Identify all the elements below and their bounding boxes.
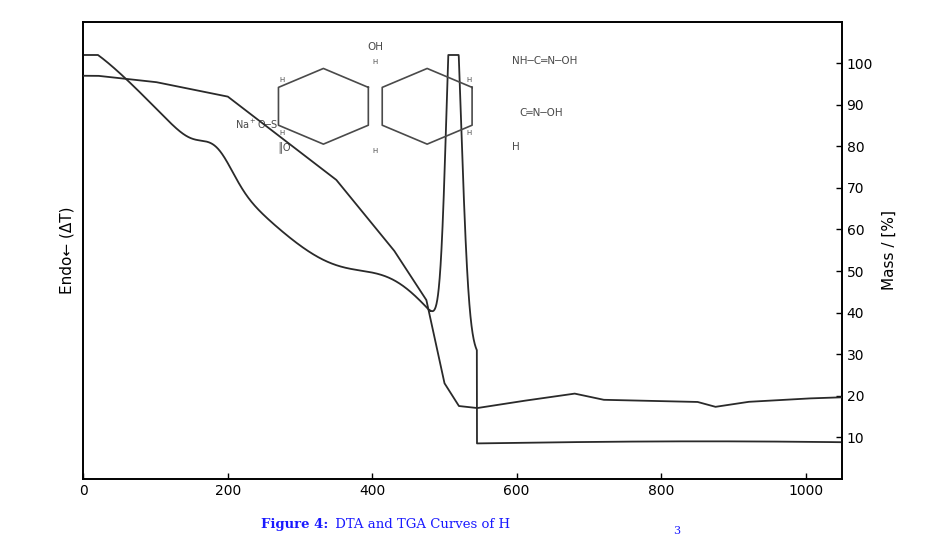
- Text: H: H: [466, 129, 472, 135]
- Text: Figure 4:: Figure 4:: [261, 518, 328, 531]
- Text: NH─C═N─OH: NH─C═N─OH: [512, 55, 577, 66]
- Text: H: H: [466, 77, 472, 83]
- Y-axis label: Mass / [%]: Mass / [%]: [882, 210, 896, 290]
- Text: OH: OH: [367, 42, 383, 52]
- Text: ║O: ║O: [278, 141, 291, 153]
- Y-axis label: Endo← (ΔT): Endo← (ΔT): [60, 207, 75, 294]
- Text: 3: 3: [673, 526, 681, 536]
- Text: H: H: [373, 59, 378, 65]
- Text: H: H: [373, 148, 378, 154]
- Text: C═N─OH: C═N─OH: [519, 108, 563, 118]
- Text: $\mathregular{Na^+O}$─S: $\mathregular{Na^+O}$─S: [235, 118, 278, 131]
- Text: H: H: [279, 77, 284, 83]
- Text: H: H: [279, 129, 284, 135]
- Text: H: H: [512, 143, 520, 152]
- Text: DTA and TGA Curves of H: DTA and TGA Curves of H: [331, 518, 511, 531]
